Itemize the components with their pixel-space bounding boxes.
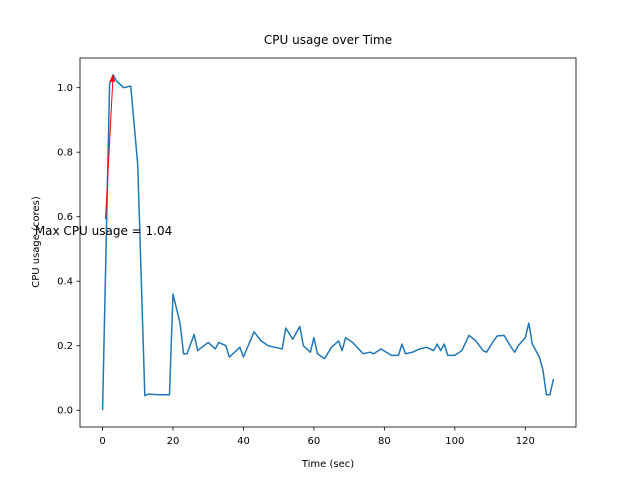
x-tick-label: 20 <box>167 436 180 447</box>
y-tick-label: 0.2 <box>57 341 73 352</box>
x-axis-label: Time (sec) <box>301 459 354 470</box>
annotation-arrow <box>105 74 114 220</box>
y-tick-label: 0.4 <box>57 277 73 288</box>
x-tick-label: 80 <box>378 436 391 447</box>
chart-title: CPU usage over Time <box>264 33 392 47</box>
y-tick-label: 0.8 <box>57 148 73 159</box>
annotation-arrowhead <box>109 74 116 82</box>
y-tick-label: 1.0 <box>57 83 73 94</box>
y-tick-label: 0.0 <box>57 406 73 417</box>
x-tick-label: 60 <box>308 436 321 447</box>
data-line <box>101 74 555 411</box>
y-tick-label: 0.6 <box>57 212 73 223</box>
x-tick-label: 40 <box>237 436 250 447</box>
plot-frame <box>79 57 577 428</box>
x-tick-label: 120 <box>516 436 535 447</box>
x-tick-label: 0 <box>99 436 105 447</box>
x-tick-label: 100 <box>445 436 464 447</box>
y-axis-label: CPU usage (cores) <box>31 196 42 288</box>
annotation-text: Max CPU usage = 1.04 <box>35 224 172 238</box>
